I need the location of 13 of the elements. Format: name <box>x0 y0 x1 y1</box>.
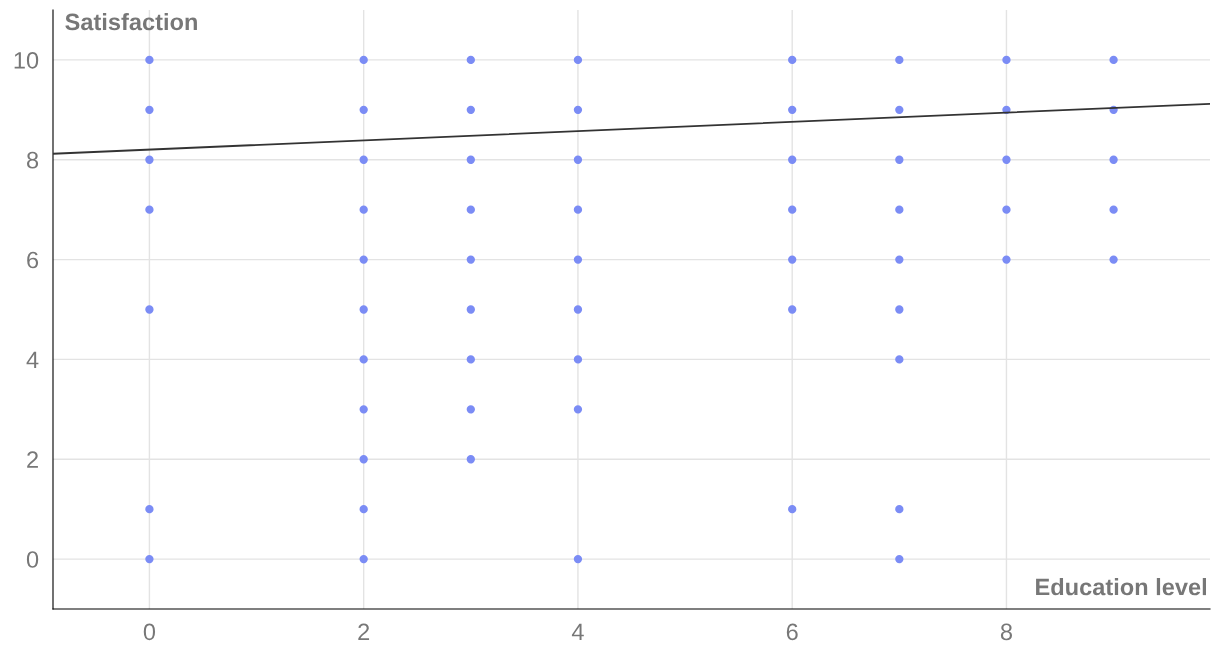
y-axis-title: Satisfaction <box>65 13 197 31</box>
y-tick-label: 10 <box>14 51 39 69</box>
x-tick-label: 6 <box>786 623 798 641</box>
x-tick-label: 2 <box>358 623 370 640</box>
y-tick-label: 8 <box>27 151 39 169</box>
y-tick-label: 4 <box>26 351 39 368</box>
y-tick-label: 6 <box>27 251 39 269</box>
x-tick-label: 0 <box>143 623 156 641</box>
x-tick-label: 4 <box>571 623 584 640</box>
y-tick-label: 0 <box>26 551 39 568</box>
y-tick-label: 2 <box>27 451 38 468</box>
x-axis-title: Education level <box>1036 578 1207 596</box>
x-tick-label: 8 <box>1000 623 1012 641</box>
